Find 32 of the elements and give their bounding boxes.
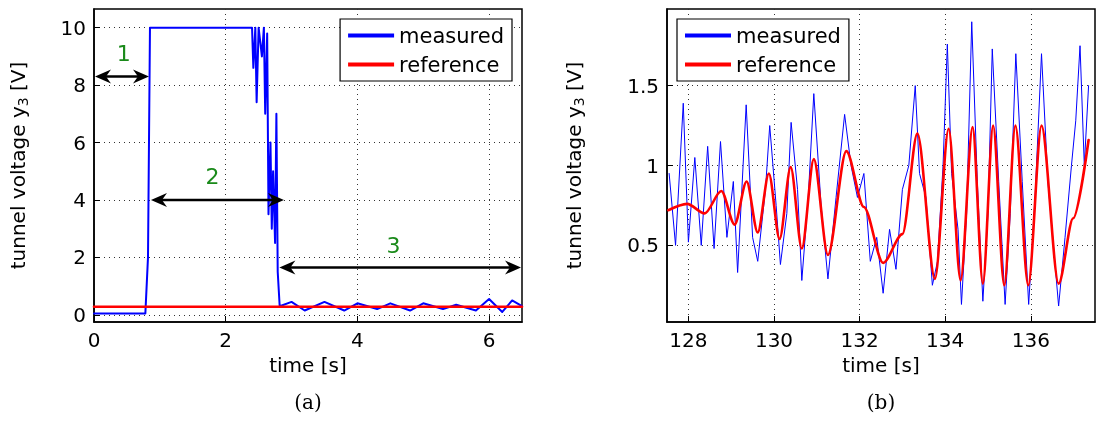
x-tick-label: 4: [351, 328, 364, 352]
legend-label: measured: [736, 23, 841, 48]
y-axis-title: tunnel voltage y3 [V]: [6, 61, 31, 270]
x-axis-title: time [s]: [269, 352, 347, 377]
x-tick-label: 132: [840, 328, 879, 352]
y-tick-label: 0.5: [627, 233, 659, 258]
annotation: 1: [116, 41, 131, 67]
y-tick-label: 6: [73, 130, 86, 155]
annotation: 3: [386, 233, 401, 259]
legend-label: measured: [399, 23, 504, 48]
x-tick-label: 6: [482, 328, 496, 352]
legend-label: reference: [736, 52, 837, 77]
text: (a): [294, 390, 322, 414]
line-series: [93, 26, 523, 315]
y-tick-label: 1: [646, 153, 659, 178]
y-axis-title: tunnel voltage y3 [V]: [562, 61, 587, 270]
y-tick-label: 10: [60, 15, 86, 40]
x-tick-label: 130: [754, 328, 794, 352]
x-tick-label: 136: [1011, 328, 1050, 352]
y-tick-label: 0: [73, 302, 86, 327]
y-tick-label: 1.5: [627, 73, 659, 98]
text: (b): [866, 390, 896, 414]
x-axis-title: time [s]: [842, 352, 920, 377]
annotation: 2: [205, 164, 220, 190]
x-tick-label: 134: [926, 328, 965, 352]
line-series: [666, 124, 1090, 287]
y-tick-label: 2: [73, 245, 86, 270]
x-tick-label: 2: [219, 328, 233, 352]
x-tick-label: 128: [669, 328, 708, 352]
legend-label: reference: [399, 52, 500, 77]
y-tick-label: 4: [73, 187, 86, 212]
y-tick-label: 8: [73, 73, 86, 98]
